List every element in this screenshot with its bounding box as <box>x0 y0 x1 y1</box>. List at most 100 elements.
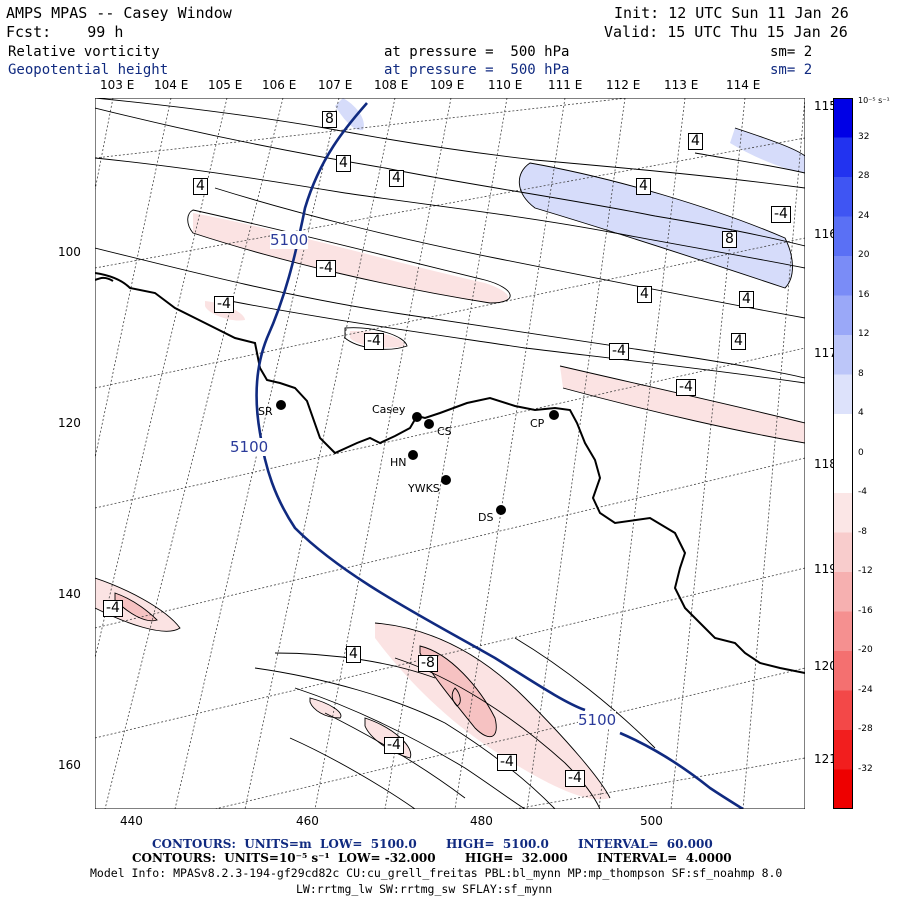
height-label: 5100 <box>230 438 269 456</box>
contour-label: -4 <box>771 206 791 223</box>
station-label-ds: DS <box>478 511 494 524</box>
station-dot-cs <box>424 419 434 429</box>
init-time: Init: 12 UTC Sun 11 Jan 26 <box>614 4 849 22</box>
contour-label: -4 <box>103 600 123 617</box>
field2-level: at pressure = 500 hPa <box>384 62 570 78</box>
station-label-sr: SR <box>258 405 273 418</box>
height-contour-info: CONTOURS: UNITS=m LOW= 5100.0 HIGH= 5100… <box>152 837 713 851</box>
model-info: Model Info: MPASv8.2.3-194-gf29cd82c CU:… <box>90 866 783 880</box>
y-axis-label: 140 <box>58 587 81 601</box>
colorbar-swatch <box>833 572 853 612</box>
colorbar-swatch <box>833 295 853 336</box>
station-markers <box>276 400 559 515</box>
colorbar-swatch <box>833 532 853 573</box>
contour-label: 4 <box>688 133 703 150</box>
colorbar-swatch <box>833 769 853 809</box>
contour-label: 4 <box>389 170 404 187</box>
colorbar-unit: 10⁻⁵ s⁻¹ <box>858 96 890 105</box>
station-dot-sr <box>276 400 286 410</box>
lon-label: 105 E <box>208 78 243 92</box>
colorbar-tick-label: -20 <box>858 645 873 655</box>
colorbar-swatch <box>833 690 853 731</box>
forecast-hour: Fcst: 99 h <box>6 23 124 41</box>
contour-label: -4 <box>364 333 384 350</box>
colorbar-tick-label: 32 <box>858 131 870 142</box>
colorbar-tick-label: 20 <box>858 250 870 260</box>
station-label-cs: CS <box>437 425 452 438</box>
colorbar-frame <box>833 98 853 809</box>
lat-lon-grid <box>95 98 805 809</box>
height-label: 5100 <box>578 711 617 729</box>
colorbar-swatch <box>833 216 853 257</box>
lon-label: 108 E <box>374 78 409 92</box>
map-panel <box>95 98 805 809</box>
contour-label: 8 <box>722 231 737 248</box>
x-axis-label: 440 <box>120 814 143 828</box>
contour-label: 4 <box>739 291 754 308</box>
x-axis-label: 480 <box>470 814 493 828</box>
colorbar-tick-label: 16 <box>858 289 870 300</box>
colorbar-tick-label: 28 <box>858 171 870 181</box>
field1-name: Relative vorticity <box>8 44 160 60</box>
lon-label: 103 E <box>100 78 135 92</box>
contour-label: 4 <box>346 646 361 663</box>
colorbar-swatch <box>833 611 853 652</box>
colorbar-tick-label: 12 <box>858 329 870 339</box>
height-contour-5100-segment <box>619 731 744 809</box>
colorbar-swatch <box>833 374 853 415</box>
positive-vorticity-shading <box>335 98 805 288</box>
y-axis-label: 120 <box>58 416 81 430</box>
colorbar-swatch <box>833 256 853 296</box>
lon-label: 104 E <box>154 78 189 92</box>
lon-label: 110 E <box>488 78 523 92</box>
lon-label: 109 E <box>430 78 465 92</box>
contour-label: 8 <box>322 111 337 128</box>
contour-label: 4 <box>336 155 351 172</box>
contour-label: -4 <box>316 260 336 277</box>
contour-label: 4 <box>637 286 652 303</box>
lon-label: 112 E <box>606 78 641 92</box>
model-info-physics: LW:rrtmg_lw SW:rrtmg_sw SFLAY:sf_mynn <box>296 882 553 896</box>
colorbar-swatch <box>833 453 853 494</box>
colorbar-swatch <box>833 414 853 454</box>
contour-label: -4 <box>676 379 696 396</box>
lon-label: 113 E <box>664 78 699 92</box>
contour-label: 4 <box>731 333 746 350</box>
colorbar-tick-label: -4 <box>858 487 867 497</box>
colorbar-tick-label: -16 <box>858 605 873 616</box>
contour-label: 4 <box>636 178 651 195</box>
field1-smoothing: sm= 2 <box>770 44 813 60</box>
station-dot-ywks <box>441 475 451 485</box>
station-dot-hn <box>408 450 418 460</box>
lon-label: 107 E <box>318 78 353 92</box>
colorbar-tick-label: 4 <box>858 408 864 418</box>
field2-name: Geopotential height <box>8 62 169 78</box>
colorbar-tick-label: -32 <box>858 763 873 774</box>
contour-label: -4 <box>214 296 234 313</box>
field2-smoothing: sm= 2 <box>770 62 813 78</box>
contour-label: -4 <box>384 737 404 754</box>
vorticity-contour-info: CONTOURS: UNITS=10⁻⁵ s⁻¹ LOW= -32.000 HI… <box>132 851 732 865</box>
station-label-ywks: YWKS <box>408 482 440 495</box>
y-axis-label: 160 <box>58 758 81 772</box>
vorticity-contours <box>95 98 805 809</box>
colorbar-tick-label: 0 <box>858 447 864 458</box>
height-label: 5100 <box>270 231 309 249</box>
x-axis-label: 500 <box>640 814 663 828</box>
contour-label: 4 <box>193 178 208 195</box>
colorbar-tick-label: -28 <box>858 724 873 734</box>
colorbar-swatch <box>833 137 853 178</box>
station-label-cp: CP <box>530 417 545 430</box>
lon-label: 106 E <box>262 78 297 92</box>
station-label-casey: Casey <box>372 403 406 416</box>
colorbar-tick-label: 24 <box>858 210 870 221</box>
colorbar-tick-label: -24 <box>858 684 873 695</box>
contour-label: -8 <box>418 655 438 672</box>
colorbar-swatch <box>833 335 853 375</box>
field1-level: at pressure = 500 hPa <box>384 44 570 60</box>
contour-label: -4 <box>565 770 585 787</box>
y-axis-label: 100 <box>58 245 81 259</box>
station-label-hn: HN <box>390 456 407 469</box>
station-dot-casey <box>412 412 422 422</box>
colorbar-tick-label: -12 <box>858 566 873 576</box>
